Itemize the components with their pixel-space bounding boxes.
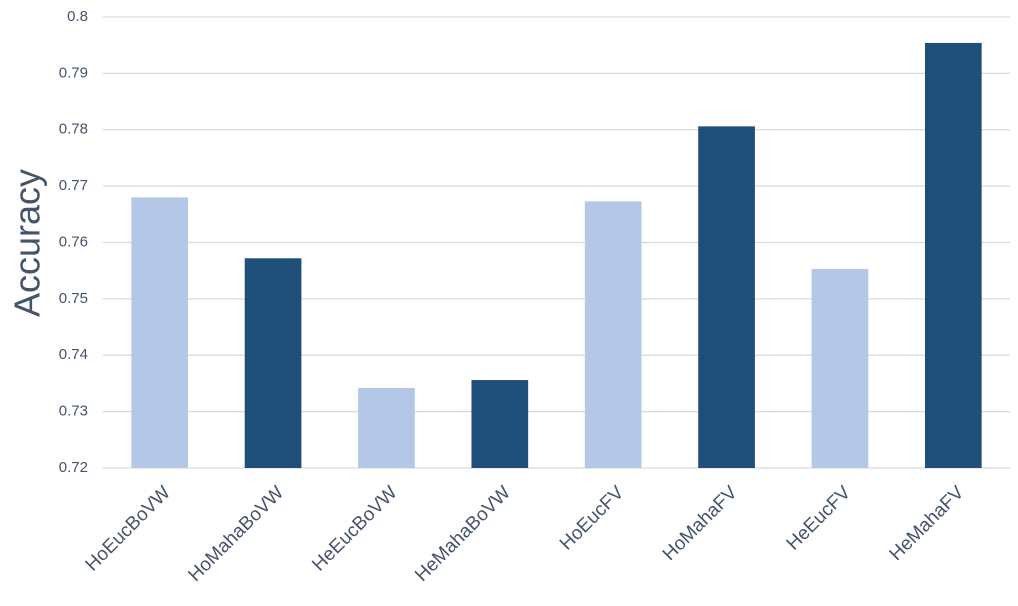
y-tick-label: 0.77 bbox=[59, 177, 88, 194]
x-tick-label: HoEucFV bbox=[556, 482, 629, 555]
y-tick-label: 0.74 bbox=[59, 346, 88, 363]
y-tick-label: 0.78 bbox=[59, 121, 88, 138]
bar bbox=[471, 380, 529, 468]
y-tick-label: 0.72 bbox=[59, 459, 88, 476]
bar bbox=[698, 126, 755, 469]
bar bbox=[584, 201, 642, 468]
y-tick-label: 0.79 bbox=[59, 64, 88, 81]
bar bbox=[131, 197, 189, 468]
bar bbox=[244, 258, 302, 468]
bar bbox=[924, 42, 982, 469]
x-tick-label: HoMahaBoVW bbox=[184, 482, 288, 586]
bar bbox=[358, 387, 415, 468]
bar bbox=[811, 268, 869, 468]
x-tick-label: HeMahaFV bbox=[886, 482, 969, 565]
x-tick-label: HeEucBoVW bbox=[308, 482, 401, 575]
x-tick-label: HeMahaBoVW bbox=[411, 482, 515, 586]
y-axis-title: Accuracy bbox=[7, 169, 48, 317]
y-tick-label: 0.75 bbox=[59, 290, 88, 307]
x-tick-label: HoEucBoVW bbox=[82, 482, 175, 575]
y-tick-label: 0.73 bbox=[59, 403, 88, 420]
x-tick-label: HoMahaFV bbox=[659, 482, 742, 565]
y-tick-label: 0.8 bbox=[67, 8, 88, 25]
x-tick-label: HeEucFV bbox=[783, 482, 856, 555]
y-tick-label: 0.76 bbox=[59, 233, 88, 250]
